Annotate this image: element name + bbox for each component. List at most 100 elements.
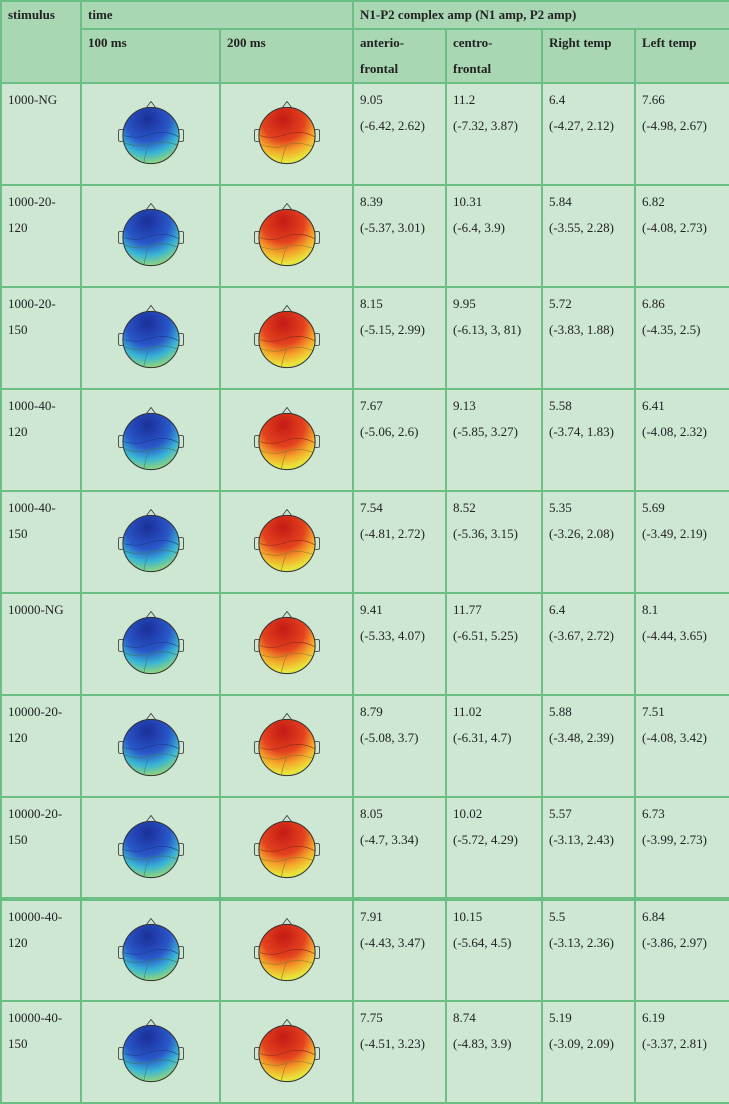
centro-frontal-cell: 11.77 (-6.51, 5.25) [445,592,544,696]
topomap-100ms-cell [80,388,221,492]
anterio-frontal-n1p2: (-5.06, 2.6) [360,424,419,439]
header-anterio-line1: anterio- [360,35,405,50]
stimulus-cell: 1000-40- 150 [0,490,82,594]
left-temp-cell: 6.19 (-3.37, 2.81) [634,1000,729,1104]
centro-frontal-cell: 11.02 (-6.31, 4.7) [445,694,544,798]
centro-frontal-amp: 9.13 [453,398,476,413]
topomap-100ms-image [114,199,188,273]
right-temp-cell: 6.4 (-3.67, 2.72) [541,592,637,696]
centro-frontal-n1p2: (-6.13, 3, 81) [453,322,522,337]
topomap-200ms-cell [218,1000,355,1104]
anterio-frontal-n1p2: (-5.37, 3.01) [360,220,426,235]
left-temp-n1p2: (-4.35, 2.5) [642,322,701,337]
anterio-frontal-amp: 9.05 [360,92,383,107]
table-row: 10000-20- 150 [0,796,729,900]
left-temp-amp: 6.41 [642,398,665,413]
header-100ms: 100 ms [80,28,221,84]
centro-frontal-amp: 8.74 [453,1010,476,1025]
right-temp-amp: 5.58 [549,398,572,413]
left-temp-cell: 6.86 (-4.35, 2.5) [634,286,729,390]
right-temp-amp: 5.57 [549,806,572,821]
centro-frontal-amp: 10.31 [453,194,483,209]
centro-frontal-cell: 10.15 (-5.64, 4.5) [445,897,544,1002]
header-centro-line2: frontal [453,61,492,76]
centro-frontal-n1p2: (-5.72, 4.29) [453,832,519,847]
left-temp-amp: 6.86 [642,296,665,311]
topomap-100ms-image [114,811,188,885]
anterio-frontal-amp: 7.54 [360,500,383,515]
stimulus-line1: 10000-40- [8,1010,63,1025]
header-anterio-line2: frontal [360,61,399,76]
stimulus-cell: 10000-40- 150 [0,1000,82,1104]
right-temp-cell: 6.4 (-4.27, 2.12) [541,82,637,186]
stimulus-line2: 150 [8,526,28,541]
right-temp-n1p2: (-3.67, 2.72) [549,628,615,643]
header-stimulus: stimulus [0,0,82,84]
stimulus-line2: 120 [8,935,28,950]
left-temp-amp: 8.1 [642,602,659,617]
topomap-200ms-image [250,403,324,477]
stimulus-line2: 120 [8,730,28,745]
stimulus-line2: 120 [8,424,28,439]
table-row: 1000-40- 150 [0,490,729,594]
stimulus-line1: 1000-20- [8,296,56,311]
right-temp-amp: 5.35 [549,500,572,515]
left-temp-n1p2: (-3.86, 2.97) [642,935,708,950]
topomap-100ms-cell [80,592,221,696]
topomap-200ms-cell [218,592,355,696]
left-temp-n1p2: (-4.98, 2.67) [642,118,708,133]
anterio-frontal-amp: 8.15 [360,296,383,311]
left-temp-n1p2: (-3.37, 2.81) [642,1036,708,1051]
right-temp-amp: 5.84 [549,194,572,209]
anterio-frontal-cell: 8.05 (-4.7, 3.34) [352,796,448,900]
centro-frontal-cell: 11.2 (-7.32, 3.87) [445,82,544,186]
left-temp-n1p2: (-3.49, 2.19) [642,526,708,541]
topomap-200ms-cell [218,897,355,1002]
right-temp-n1p2: (-3.83, 1.88) [549,322,615,337]
right-temp-amp: 5.88 [549,704,572,719]
centro-frontal-n1p2: (-5.64, 4.5) [453,935,512,950]
left-temp-cell: 6.73 (-3.99, 2.73) [634,796,729,900]
left-temp-n1p2: (-4.08, 3.42) [642,730,708,745]
centro-frontal-cell: 8.52 (-5.36, 3.15) [445,490,544,594]
table-row: 10000-40- 120 [0,897,729,1002]
anterio-frontal-amp: 7.67 [360,398,383,413]
table-row: 10000-20- 120 [0,694,729,798]
topomap-100ms-image [114,914,188,988]
left-temp-cell: 7.66 (-4.98, 2.67) [634,82,729,186]
anterio-frontal-amp: 7.75 [360,1010,383,1025]
left-temp-amp: 7.66 [642,92,665,107]
anterio-frontal-n1p2: (-6.42, 2.62) [360,118,426,133]
left-temp-n1p2: (-4.44, 3.65) [642,628,708,643]
centro-frontal-cell: 9.95 (-6.13, 3, 81) [445,286,544,390]
centro-frontal-cell: 10.02 (-5.72, 4.29) [445,796,544,900]
stimulus-line1: 1000-40- [8,398,56,413]
stimulus-cell: 10000-20- 150 [0,796,82,900]
left-temp-amp: 6.73 [642,806,665,821]
topomap-100ms-image [114,403,188,477]
topomap-200ms-cell [218,796,355,900]
centro-frontal-n1p2: (-6.31, 4.7) [453,730,512,745]
stimulus-line1: 10000-20- [8,806,63,821]
topomap-200ms-image [250,505,324,579]
stimulus-line1: 10000-NG [8,602,64,617]
left-temp-cell: 6.84 (-3.86, 2.97) [634,897,729,1002]
table-row: 1000-20- 150 [0,286,729,390]
right-temp-cell: 5.58 (-3.74, 1.83) [541,388,637,492]
centro-frontal-n1p2: (-4.83, 3.9) [453,1036,512,1051]
header-anterio-frontal: anterio- frontal [352,28,448,84]
anterio-frontal-cell: 8.15 (-5.15, 2.99) [352,286,448,390]
topomap-200ms-cell [218,490,355,594]
anterio-frontal-n1p2: (-4.51, 3.23) [360,1036,426,1051]
topomap-200ms-cell [218,286,355,390]
left-temp-n1p2: (-4.08, 2.73) [642,220,708,235]
header-centro-frontal: centro- frontal [445,28,544,84]
left-temp-cell: 6.82 (-4.08, 2.73) [634,184,729,288]
anterio-frontal-n1p2: (-5.15, 2.99) [360,322,426,337]
topomap-200ms-image [250,811,324,885]
anterio-frontal-cell: 7.91 (-4.43, 3.47) [352,897,448,1002]
topomap-100ms-image [114,607,188,681]
centro-frontal-n1p2: (-6.4, 3.9) [453,220,506,235]
centro-frontal-amp: 8.52 [453,500,476,515]
left-temp-cell: 5.69 (-3.49, 2.19) [634,490,729,594]
